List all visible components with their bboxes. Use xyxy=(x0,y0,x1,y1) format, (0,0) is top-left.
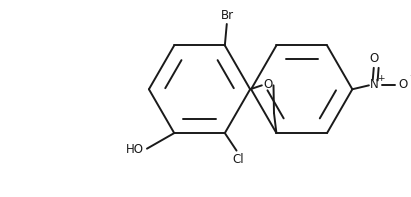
Text: O: O xyxy=(263,78,272,91)
Text: ⁻: ⁻ xyxy=(409,73,411,84)
Text: Cl: Cl xyxy=(233,152,244,165)
Text: O: O xyxy=(398,78,408,91)
Text: O: O xyxy=(369,52,379,65)
Text: +: + xyxy=(377,74,384,83)
Text: N: N xyxy=(369,78,378,91)
Text: HO: HO xyxy=(126,143,144,156)
Text: Br: Br xyxy=(221,9,234,22)
